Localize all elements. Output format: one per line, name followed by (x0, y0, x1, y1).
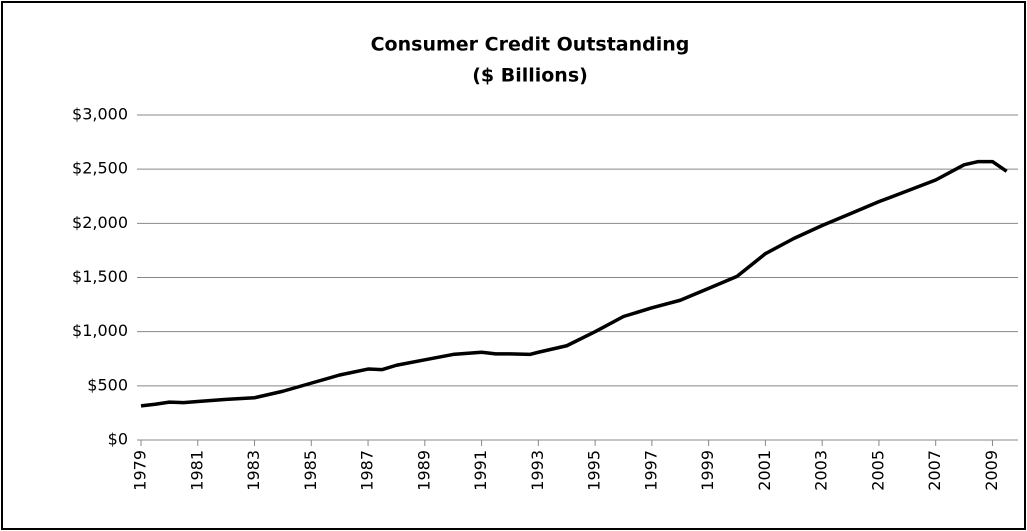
x-tick-label: 2009 (982, 450, 1001, 491)
y-tick-label: $0 (108, 430, 128, 449)
x-tick-label: 1999 (698, 450, 717, 491)
x-tick-label: 1981 (187, 450, 206, 491)
chart-subtitle: ($ Billions) (472, 65, 588, 87)
x-tick-label: 1983 (244, 450, 263, 491)
x-tick-label: 1985 (301, 450, 320, 491)
y-tick-label: $3,000 (72, 105, 128, 124)
x-tick-label: 2001 (755, 450, 774, 491)
x-tick-label: 1997 (641, 450, 660, 491)
x-tick-label: 1989 (414, 450, 433, 491)
x-tick-label: 1995 (585, 450, 604, 491)
x-tick-label: 2007 (925, 450, 944, 491)
x-tick-label: 1987 (358, 450, 377, 491)
chart-title: Consumer Credit Outstanding (371, 34, 690, 56)
x-tick-label: 2003 (812, 450, 831, 491)
y-tick-label: $2,000 (72, 213, 128, 232)
y-tick-label: $500 (87, 375, 128, 394)
y-tick-label: $1,500 (72, 267, 128, 286)
y-tick-label: $2,500 (72, 159, 128, 178)
y-tick-label: $1,000 (72, 321, 128, 340)
x-tick-label: 1991 (471, 450, 490, 491)
data-line (140, 159, 1008, 408)
x-tick-label: 1993 (528, 450, 547, 491)
x-tick-label: 1979 (131, 450, 150, 491)
x-tick-label: 2005 (868, 450, 887, 491)
